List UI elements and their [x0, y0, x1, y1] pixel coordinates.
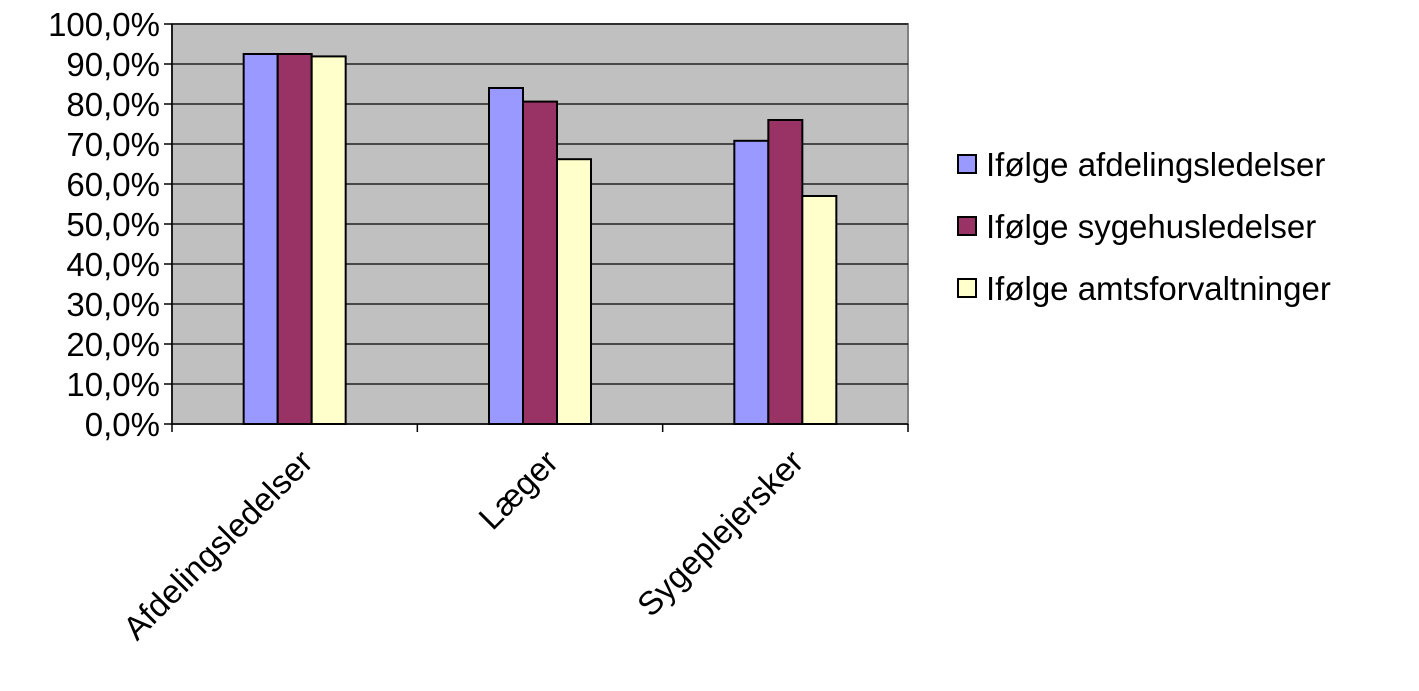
bar-1-series-2	[276, 53, 313, 425]
bar-3-series-3	[801, 195, 838, 425]
y-tick-label: 100,0%	[48, 6, 160, 43]
bar-3-series-2	[767, 119, 804, 425]
category-label: Sygeplejersker	[630, 443, 811, 624]
category-label: Afdelingsledelser	[116, 443, 320, 647]
bar-2-series-1	[488, 87, 524, 425]
bar-3-series-1	[733, 139, 770, 426]
y-tick-label: 50,0%	[66, 206, 160, 243]
bar-2-series-2	[522, 100, 558, 425]
x-axis-labels: Afdelingsledelser Læger Sygeplejersker	[116, 443, 811, 647]
legend-swatch	[957, 278, 977, 298]
y-axis-ticks: 0,0%10,0%20,0%30,0%40,0%50,0%60,0%70,0%8…	[48, 6, 172, 443]
category-label: Læger	[471, 443, 565, 537]
legend-swatch	[957, 216, 977, 236]
y-tick-label: 90,0%	[66, 46, 160, 83]
bar-1-series-3	[310, 55, 347, 426]
y-tick-label: 20,0%	[66, 326, 160, 363]
legend-swatch	[957, 154, 977, 174]
legend-label: Ifølge sygehusledelser	[986, 208, 1316, 245]
legend-label: Ifølge afdelingsledelser	[986, 146, 1325, 183]
y-tick-label: 40,0%	[66, 246, 160, 283]
bar-2-series-3	[556, 158, 592, 425]
y-tick-label: 80,0%	[66, 86, 160, 123]
y-tick-label: 0,0%	[85, 406, 160, 443]
legend: Ifølge afdelingsledelser Ifølge sygehusle…	[957, 146, 1331, 307]
y-tick-label: 60,0%	[66, 166, 160, 203]
legend-label: Ifølge amtsforvaltninger	[986, 270, 1331, 307]
y-tick-label: 70,0%	[66, 126, 160, 163]
y-tick-label: 10,0%	[66, 366, 160, 403]
bar-1-series-1	[242, 53, 279, 425]
y-tick-label: 30,0%	[66, 286, 160, 323]
